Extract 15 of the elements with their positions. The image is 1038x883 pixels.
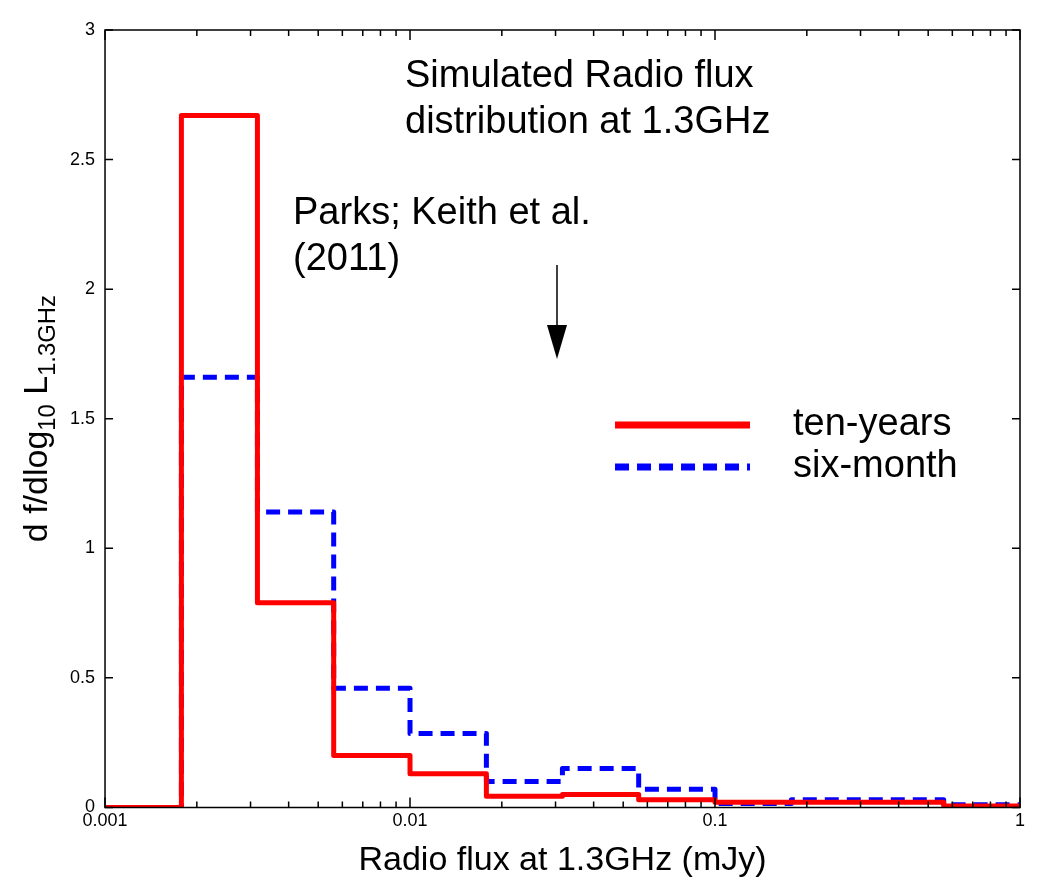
y-tick-label: 2.5 <box>69 148 96 169</box>
y-tick-label: 2 <box>85 278 96 299</box>
x-tick-label: 0.01 <box>392 810 428 831</box>
y-axis-title: d f/dlog10 L1.3GHz <box>16 295 60 543</box>
y-tick-label: 0.5 <box>69 666 96 687</box>
y-tick-label: 1 <box>85 537 96 558</box>
x-tick-label: 1 <box>1014 810 1026 831</box>
y-tick-label: 1.5 <box>69 407 96 428</box>
legend-label: ten-years <box>793 401 952 444</box>
annotation: Parks; Keith et al. (2011) <box>293 190 591 279</box>
y-tick-label: 3 <box>85 18 96 39</box>
x-axis-title: Radio flux at 1.3GHz (mJy) <box>358 839 767 878</box>
legend-label: six-month <box>793 443 958 486</box>
x-tick-label: 0.1 <box>702 810 728 831</box>
text: Simulated Radio flux distribution at 1.3GHz <box>405 53 771 142</box>
